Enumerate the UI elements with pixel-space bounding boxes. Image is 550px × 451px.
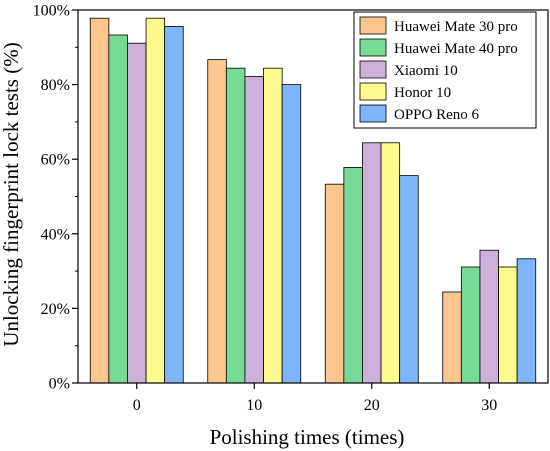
y-tick-label: 40% bbox=[41, 226, 70, 243]
bar-oppo-reno-6-10 bbox=[281, 84, 302, 384]
bar-huawei-mate-30-pro-20 bbox=[324, 183, 345, 384]
bar-oppo-reno-6-0 bbox=[164, 26, 184, 384]
bar-oppo-reno-6-30 bbox=[516, 258, 537, 384]
bar-huawei-mate-30-pro-10 bbox=[207, 59, 227, 384]
x-tick-label: 10 bbox=[246, 397, 262, 414]
y-tick-label: 0% bbox=[49, 376, 70, 393]
legend-swatch bbox=[359, 16, 387, 35]
bar-honor-10-20 bbox=[380, 142, 401, 384]
y-tick-label: 20% bbox=[41, 301, 70, 318]
x-tick-label: 20 bbox=[364, 397, 380, 414]
bar-honor-10-30 bbox=[498, 266, 518, 384]
bar-huawei-mate-30-pro-0 bbox=[89, 17, 110, 384]
bar-xiaomi-10-10 bbox=[244, 75, 264, 384]
legend-label: Xiaomi 10 bbox=[394, 63, 458, 79]
legend-swatch bbox=[359, 60, 387, 79]
legend-label: Honor 10 bbox=[394, 85, 451, 101]
bar-huawei-mate-40-pro-20 bbox=[343, 167, 363, 384]
bar-xiaomi-10-20 bbox=[362, 142, 382, 384]
y-tick-label: 100% bbox=[33, 3, 70, 20]
legend-swatch bbox=[359, 38, 387, 57]
y-tick-label: 80% bbox=[41, 77, 70, 94]
y-tick-label: 60% bbox=[41, 152, 70, 169]
bars-layer bbox=[89, 17, 537, 384]
bar-honor-10-10 bbox=[263, 67, 283, 384]
bar-huawei-mate-40-pro-30 bbox=[460, 266, 481, 384]
bar-oppo-reno-6-20 bbox=[399, 175, 419, 384]
axes-layer: 0 10 20 30 0% 20% 40% 60% 80% 100% bbox=[33, 3, 498, 415]
legend-label: Huawei Mate 30 pro bbox=[394, 19, 518, 35]
legend-swatch bbox=[359, 104, 387, 123]
y-axis-title: Unlocking fingerprint lock tests (%) bbox=[0, 42, 23, 346]
legend-label: OPPO Reno 6 bbox=[394, 107, 480, 123]
bar-huawei-mate-30-pro-30 bbox=[442, 291, 462, 384]
legend: Huawei Mate 30 pro Huawei Mate 40 pro Xiao… bbox=[353, 11, 537, 129]
legend-label: Huawei Mate 40 pro bbox=[394, 41, 518, 57]
x-tick-label: 0 bbox=[133, 397, 141, 414]
bar-huawei-mate-40-pro-0 bbox=[108, 34, 128, 384]
bar-honor-10-0 bbox=[145, 17, 166, 384]
bar-xiaomi-10-0 bbox=[127, 42, 147, 384]
bar-huawei-mate-40-pro-10 bbox=[225, 67, 246, 384]
x-axis-title: Polishing times (times) bbox=[210, 425, 405, 449]
x-tick-label: 30 bbox=[481, 397, 497, 414]
legend-swatch bbox=[359, 82, 387, 101]
bar-xiaomi-10-30 bbox=[479, 249, 499, 384]
